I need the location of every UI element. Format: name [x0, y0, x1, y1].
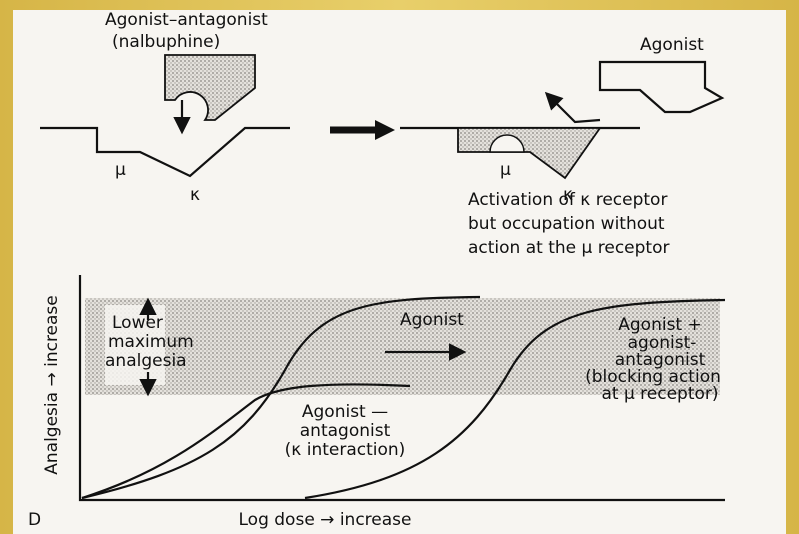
combined-label: at μ receptor) [601, 384, 718, 404]
band-label: maximum [108, 332, 194, 352]
caption: but occupation without [468, 214, 665, 234]
agonist-label: Agonist [400, 310, 464, 330]
mu-label: μ [500, 160, 511, 180]
partial-label: antagonist [300, 421, 391, 441]
figure: Agonist–antagonist (nalbuphine) μ κ μ κ … [0, 0, 799, 534]
drug-label: (nalbuphine) [112, 32, 220, 52]
partial-label: (κ interaction) [285, 440, 406, 460]
band-label: analgesia [105, 351, 187, 371]
caption: action at the μ receptor [468, 238, 669, 258]
mu-label: μ [115, 160, 126, 180]
page: Agonist–antagonist (nalbuphine) μ κ μ κ … [0, 0, 799, 534]
x-axis-label: Log dose → increase [239, 510, 412, 530]
caption: Activation of κ receptor [468, 190, 667, 210]
agonist-label: Agonist [640, 35, 704, 55]
band-label: Lower [112, 313, 163, 333]
partial-label: Agonist — [302, 402, 388, 422]
combined-label: Agonist + [618, 315, 702, 335]
drug-label: Agonist–antagonist [105, 10, 268, 30]
y-axis-label: Analgesia → increase [42, 295, 62, 475]
kappa-label: κ [190, 185, 200, 205]
panel-letter: D [28, 510, 41, 530]
